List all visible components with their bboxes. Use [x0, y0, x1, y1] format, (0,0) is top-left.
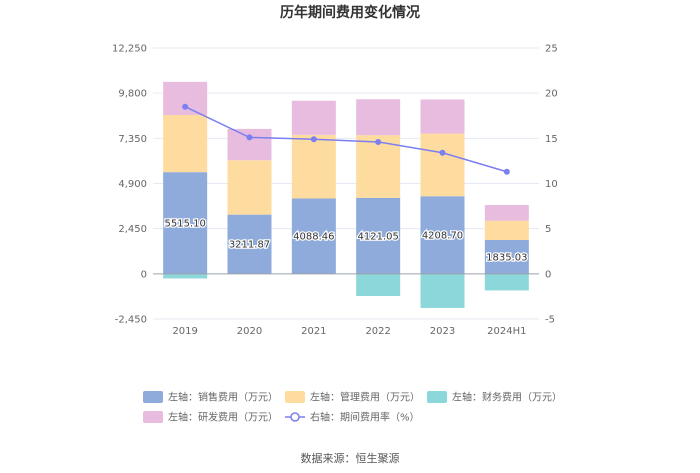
grid-lines	[153, 47, 539, 320]
rate-point-2022	[375, 138, 382, 145]
right-tick-label: 5	[545, 224, 551, 235]
left-tick-label: 7,350	[118, 134, 147, 145]
right-axis: -5 0 5 10 15 20 25	[545, 44, 558, 326]
bar-segment-s3-2023	[420, 99, 465, 134]
bar-segment-s1-2019	[163, 115, 208, 173]
bar-segment-s0-2023	[420, 196, 465, 274]
right-tick-label: 20	[545, 89, 558, 100]
legend-label: 左轴：财务费用（万元）	[452, 391, 562, 404]
data-labels: 5515.10 3211.87 4088.46 4121.05 4208.70 1835.…	[163, 217, 529, 264]
bar-segment-s2-2019	[163, 273, 208, 279]
category-label: 2021	[301, 326, 326, 337]
bar-segment-s1-2024H1	[484, 220, 529, 241]
bar-segment-s0-2024H1	[484, 240, 529, 274]
left-axis: -2,450 0 2,450 4,900 7,350 9,800 12,250	[112, 44, 147, 326]
left-tick-label: 12,250	[112, 44, 147, 55]
rate-line	[182, 103, 510, 175]
left-tick-label: -2,450	[115, 315, 147, 326]
right-tick-label: -5	[545, 315, 555, 326]
category-label: 2019	[172, 326, 197, 337]
bar-segment-s1-2021	[291, 134, 336, 199]
bar-segment-s1-2020	[227, 160, 272, 215]
legend-label: 左轴：管理费用（万元）	[310, 391, 420, 404]
rate-point-2024H1	[503, 168, 510, 175]
legend-swatch-icon	[143, 411, 163, 423]
sales-value-label: 1835.03	[486, 252, 527, 263]
legend-label: 右轴：期间费用率（%）	[310, 411, 420, 424]
rate-point-2020	[246, 134, 253, 141]
bar-segment-s3-2022	[356, 99, 401, 136]
rate-point-2019	[182, 103, 189, 110]
sales-value-label: 4088.46	[293, 232, 334, 243]
bar-segment-s0-2019	[163, 172, 208, 274]
legend-swatch-icon	[285, 391, 305, 403]
bar-segment-s3-2024H1	[484, 204, 529, 221]
legend-label: 左轴：销售费用（万元）	[168, 391, 278, 404]
left-tick-label: 2,450	[118, 224, 147, 235]
chart-title: 历年期间费用变化情况	[280, 4, 420, 21]
right-tick-label: 0	[545, 269, 551, 280]
category-label: 2023	[430, 326, 455, 337]
right-tick-label: 15	[545, 134, 558, 145]
x-axis: 2019 2020 2021 2022 2023 2024H1	[172, 326, 526, 337]
bar-segment-s3-2020	[227, 128, 272, 161]
legend-swatch-icon	[143, 391, 163, 403]
sales-value-label: 4208.70	[422, 231, 463, 242]
bar-segment-s0-2020	[227, 214, 272, 274]
category-label: 2020	[237, 326, 262, 337]
sales-value-label: 4121.05	[357, 231, 398, 242]
source-note: 数据来源：恒生聚源	[301, 451, 400, 465]
bar-segment-s2-2023	[420, 273, 465, 308]
rate-point-2021	[310, 136, 317, 143]
sales-value-label: 3211.87	[229, 240, 270, 251]
legend-swatch-icon	[427, 391, 447, 403]
bar-segment-s1-2022	[356, 135, 401, 198]
legend-marker-icon	[290, 412, 300, 422]
category-label: 2024H1	[487, 326, 526, 337]
rate-point-2023	[439, 149, 446, 156]
bars	[163, 81, 529, 308]
bar-segment-s2-2022	[356, 273, 401, 296]
bar-segment-s1-2023	[420, 133, 465, 197]
rate-polyline	[184, 106, 508, 173]
bar-segment-s3-2019	[163, 81, 208, 116]
category-label: 2022	[365, 326, 390, 337]
legend: 左轴：销售费用（万元） 左轴：管理费用（万元） 左轴：财务费用（万元） 左轴：研发费用…	[143, 391, 562, 424]
right-tick-label: 25	[545, 44, 558, 55]
right-tick-label: 10	[545, 179, 558, 190]
left-tick-label: 0	[141, 269, 147, 280]
bar-segment-s3-2021	[291, 100, 336, 135]
bar-segment-s0-2021	[291, 198, 336, 274]
legend-label: 左轴：研发费用（万元）	[168, 411, 278, 424]
sales-value-label: 5515.10	[164, 218, 205, 229]
left-tick-label: 9,800	[118, 89, 147, 100]
bar-segment-s2-2024H1	[484, 273, 529, 291]
bar-segment-s0-2022	[356, 197, 401, 274]
left-tick-label: 4,900	[118, 179, 147, 190]
